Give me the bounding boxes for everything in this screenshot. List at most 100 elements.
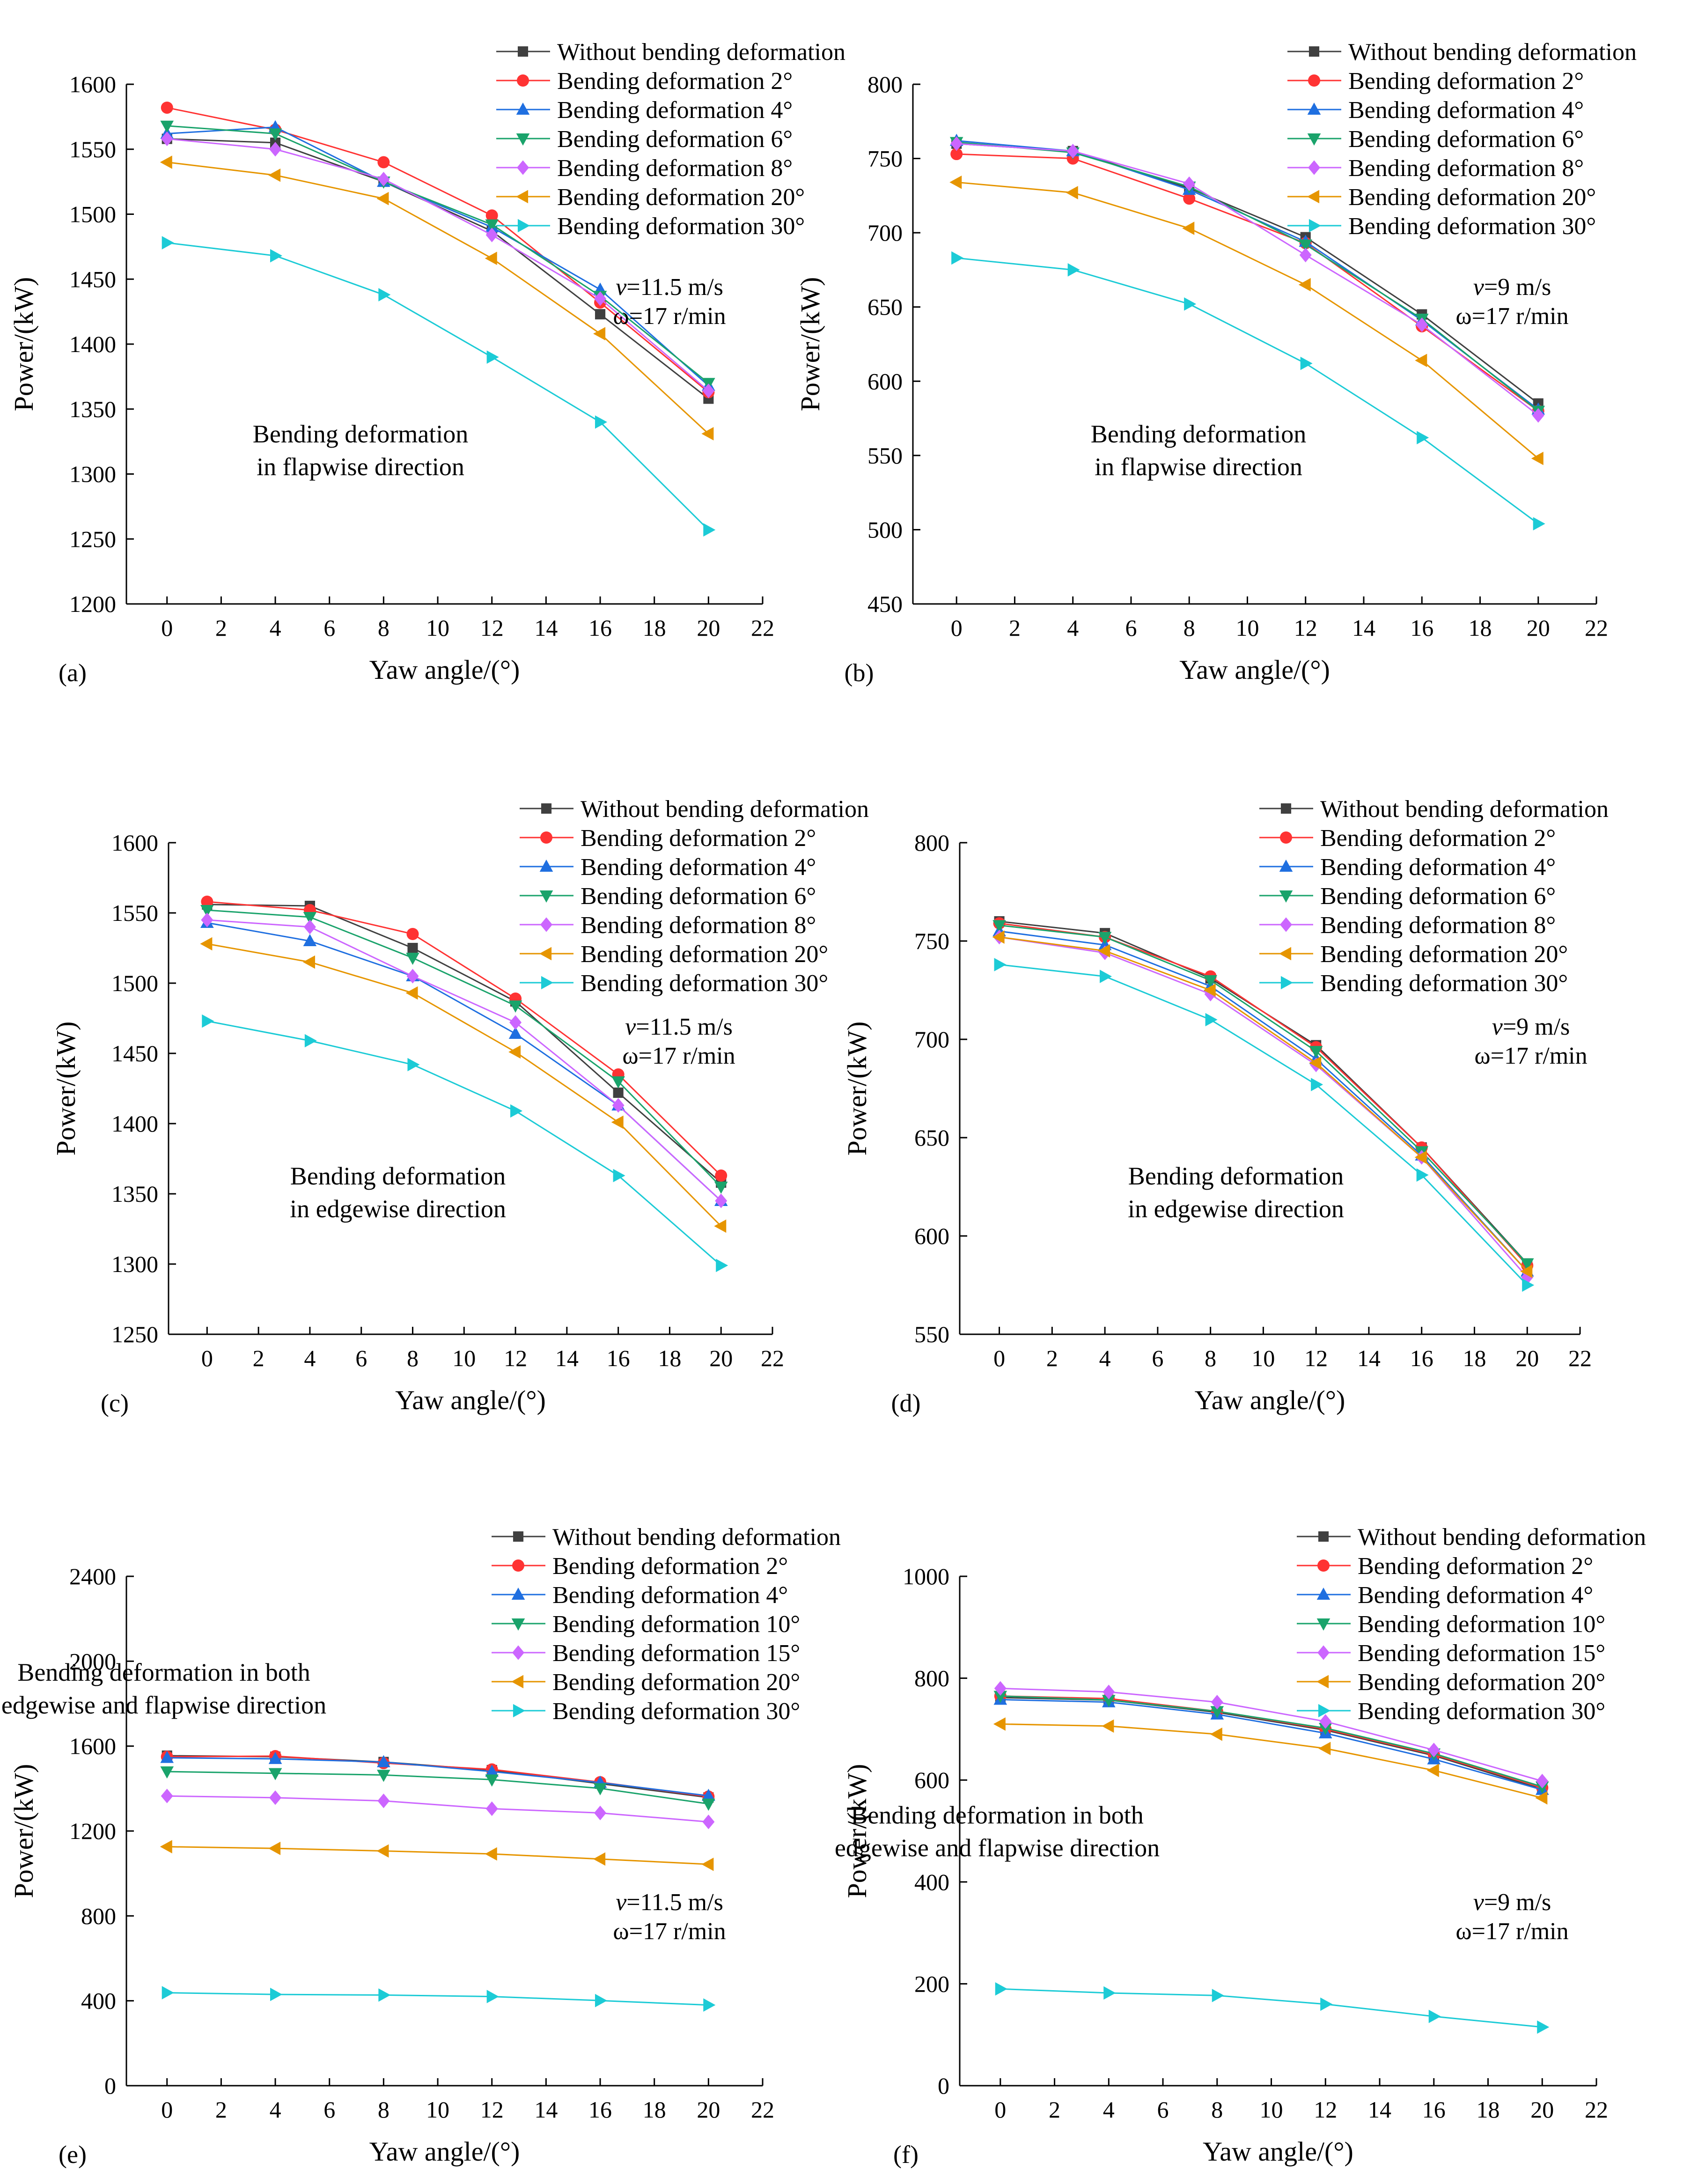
data-point — [1537, 2020, 1550, 2034]
data-point — [1204, 975, 1217, 987]
x-tick-label: 12 — [1294, 615, 1317, 641]
legend-marker — [1279, 860, 1293, 872]
series-line — [207, 901, 722, 1177]
legend-label: Bending deformation 20° — [581, 941, 828, 968]
x-tick-label: 10 — [1251, 1345, 1275, 1371]
y-tick-label: 650 — [867, 294, 903, 320]
x-tick-label: 14 — [1352, 615, 1375, 641]
legend-label: Bending deformation 2° — [1320, 825, 1556, 852]
data-point — [406, 952, 419, 965]
panel-label: (d) — [891, 1389, 921, 1417]
x-tick-label: 6 — [1125, 615, 1137, 641]
data-point — [160, 1766, 174, 1779]
condition-wind-speed: v=9 m/s — [1492, 1014, 1570, 1040]
annotation-line: in edgewise direction — [290, 1195, 506, 1223]
x-tick-label: 6 — [355, 1345, 367, 1371]
y-tick-label: 1250 — [69, 526, 116, 552]
data-point — [1212, 1989, 1224, 2002]
data-point — [407, 1058, 420, 1072]
series-line — [956, 141, 1539, 412]
data-point — [950, 148, 963, 161]
series-line — [167, 1771, 709, 1805]
annotation-line: in flapwise direction — [1095, 453, 1302, 481]
x-tick-label: 8 — [1211, 2096, 1223, 2123]
data-point — [1103, 1986, 1116, 2000]
x-tick-label: 14 — [534, 2096, 558, 2123]
legend-label: Bending deformation 2° — [1348, 68, 1584, 95]
legend-label: Bending deformation 8° — [1348, 155, 1584, 182]
x-tick-label: 6 — [323, 2096, 335, 2123]
data-point — [509, 1015, 522, 1030]
legend-marker — [1316, 1675, 1329, 1689]
series-line — [999, 963, 1528, 1286]
series-line — [167, 1755, 709, 1798]
legend-marker — [1307, 103, 1321, 115]
x-tick-label: 0 — [994, 2096, 1006, 2123]
data-point — [1203, 983, 1216, 997]
x-tick-label: 10 — [1235, 615, 1259, 641]
data-point — [376, 191, 389, 206]
x-tick-label: 8 — [1183, 615, 1195, 641]
data-point — [378, 1988, 391, 2002]
annotation-line: Bending deformation in both — [851, 1801, 1143, 1829]
y-tick-label: 2400 — [69, 1563, 116, 1589]
legend-marker — [1308, 160, 1320, 175]
data-point — [992, 930, 1005, 944]
legend-label: Bending deformation 10° — [552, 1611, 800, 1638]
legend-marker — [1307, 190, 1320, 204]
x-tick-label: 0 — [161, 2096, 173, 2123]
series-line — [999, 924, 1528, 1264]
annotation-line: Bending deformation — [1091, 420, 1306, 448]
condition-wind-speed: v=11.5 m/s — [616, 274, 723, 301]
data-point — [303, 912, 317, 924]
condition-rotor-speed: ω=17 r/min — [1455, 303, 1568, 330]
x-tick-label: 12 — [1314, 2096, 1337, 2123]
data-point — [1098, 944, 1110, 958]
y-tick-label: 1200 — [69, 591, 116, 617]
legend-marker — [1280, 917, 1292, 932]
data-point — [377, 171, 390, 187]
x-tick-label: 20 — [1530, 2096, 1554, 2123]
condition-wind-speed: v=11.5 m/s — [616, 1889, 723, 1916]
data-point — [1520, 1265, 1533, 1278]
series-line — [1000, 1699, 1543, 1791]
data-point — [160, 155, 172, 169]
data-point — [377, 156, 390, 169]
data-point — [161, 1788, 173, 1803]
y-tick-label: 600 — [914, 1767, 949, 1793]
data-point — [161, 131, 173, 147]
data-point — [1205, 1013, 1218, 1027]
series-line — [999, 930, 1528, 1272]
data-point — [161, 101, 173, 114]
data-point — [992, 920, 1006, 933]
data-point — [270, 1987, 283, 2001]
data-point — [701, 1857, 714, 1871]
annotation-line: in flapwise direction — [257, 453, 464, 481]
y-tick-label: 1600 — [111, 830, 158, 856]
legend-marker — [513, 1531, 524, 1542]
chart-panel: 1250 1300 1350 1400 1450 1500 1550 1600 0 2 4 6 8 10 1… — [51, 796, 869, 1417]
x-tick-label: 8 — [378, 615, 390, 641]
data-point — [405, 986, 418, 1000]
data-point — [612, 1098, 625, 1113]
legend-marker — [1308, 74, 1320, 87]
y-tick-label: 1200 — [69, 1818, 116, 1844]
y-tick-label: 1550 — [111, 900, 158, 926]
x-tick-label: 10 — [426, 2096, 449, 2123]
series-line — [956, 143, 1539, 404]
data-point — [994, 1681, 1007, 1696]
x-tick-label: 12 — [480, 2096, 504, 2123]
x-tick-label: 4 — [270, 2096, 281, 2123]
data-point — [951, 251, 964, 265]
series-line — [207, 909, 722, 1188]
y-tick-label: 1550 — [69, 136, 116, 162]
x-tick-label: 22 — [1585, 2096, 1608, 2123]
annotation-line: edgewise and flapwise direction — [835, 1834, 1160, 1862]
data-point — [377, 1770, 390, 1782]
x-tick-label: 22 — [751, 615, 774, 641]
chart-panel: 550 600 650 700 750 800 0 2 4 6 8 10 12 14 16 18 20 22 Yaw… — [842, 796, 1609, 1417]
data-point — [1298, 278, 1311, 292]
x-tick-label: 0 — [951, 615, 963, 641]
x-tick-label: 16 — [1410, 615, 1433, 641]
series-line — [167, 107, 709, 393]
